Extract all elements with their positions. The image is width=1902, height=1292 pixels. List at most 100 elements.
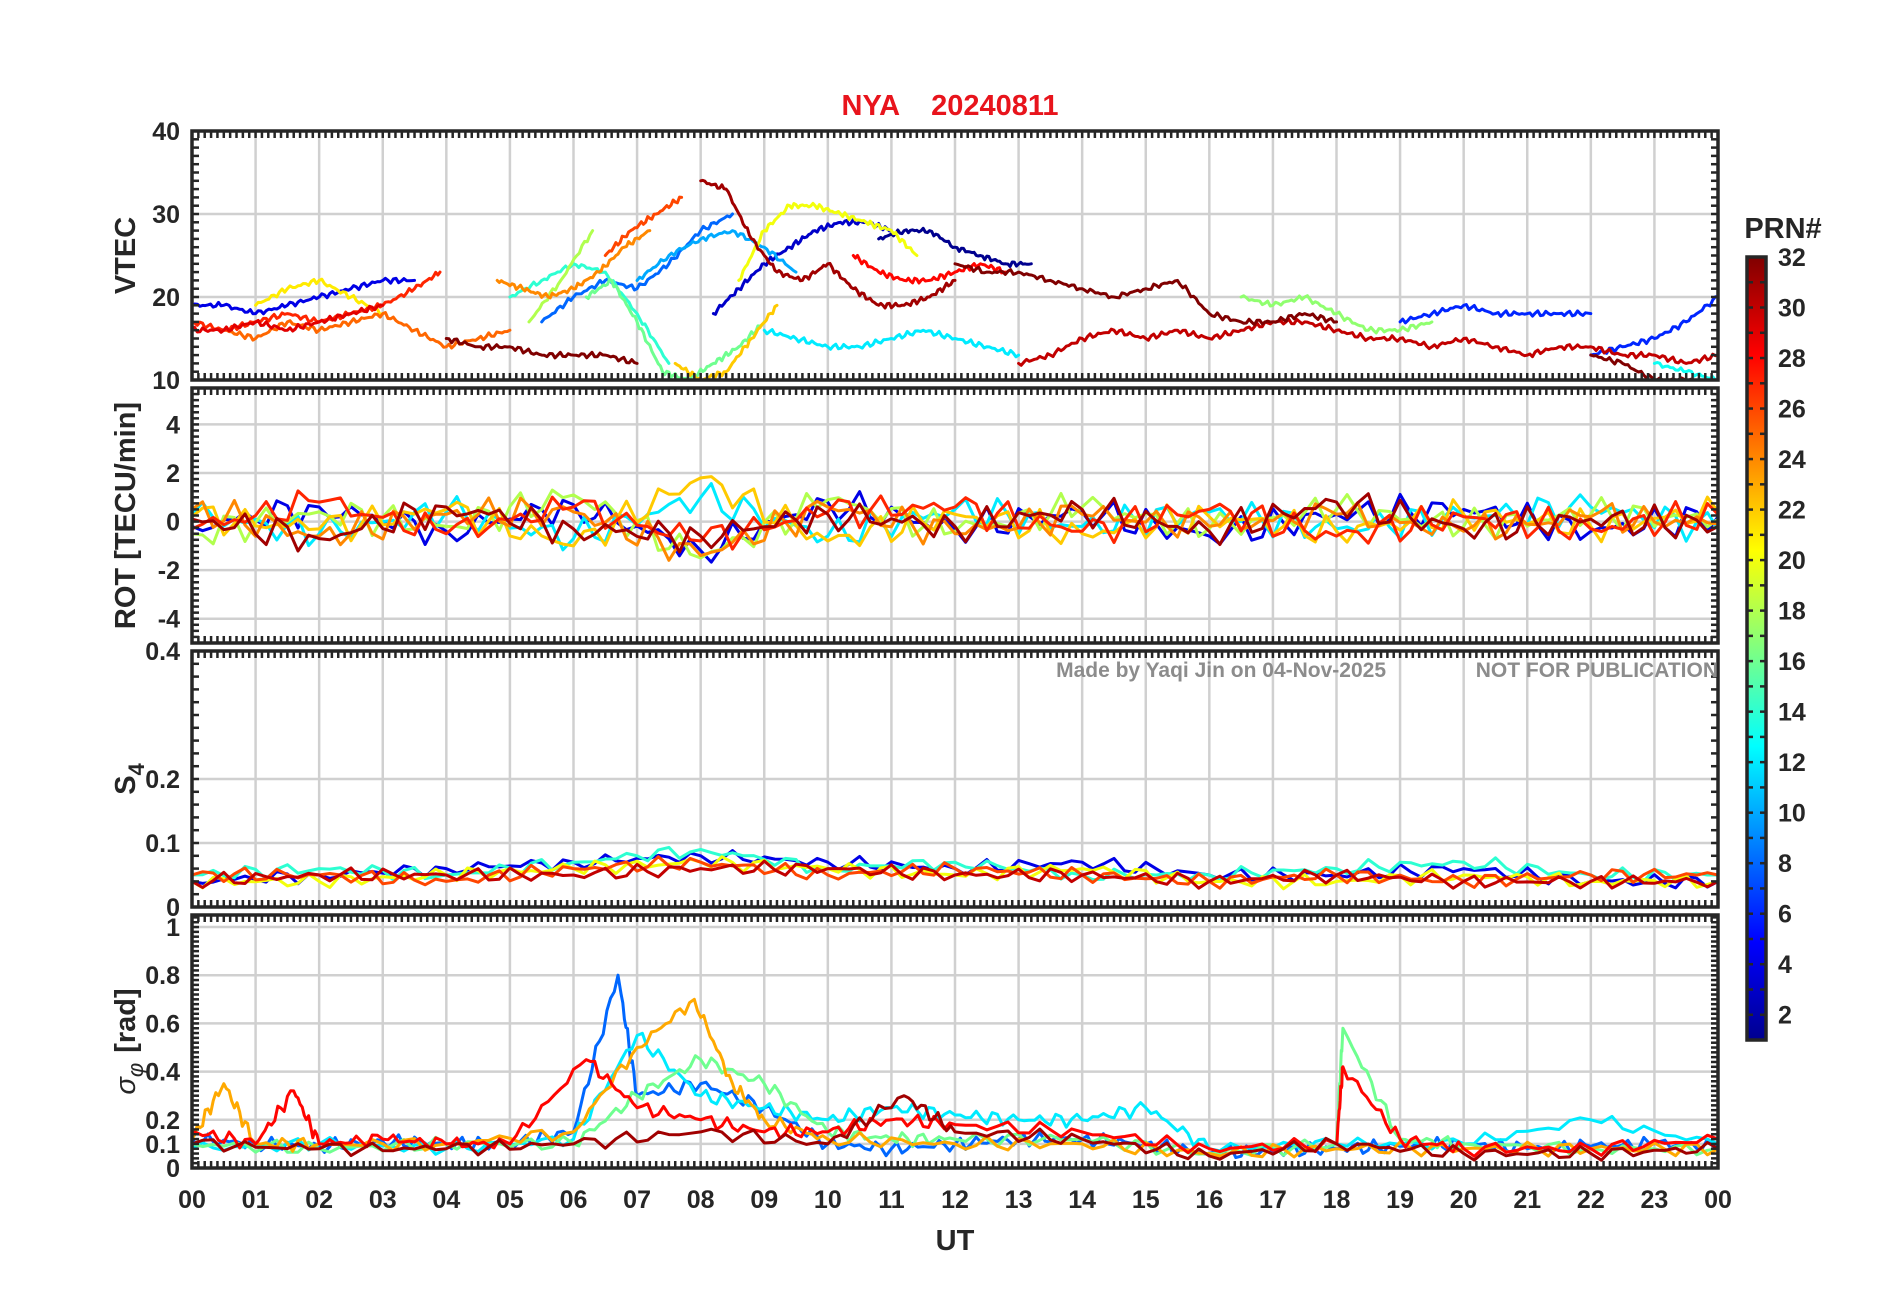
x-tick-label: 20 [1450,1186,1478,1214]
series-prn-12 [762,328,1021,359]
y-axis-label-vtec: VTEC [110,217,142,294]
y-tick-label: 40 [152,118,180,146]
series-prn-6 [1589,295,1718,357]
y-tick-label-top: 0.4 [145,638,180,666]
x-tick-label: 00 [1704,1186,1732,1214]
x-tick-label: 05 [496,1186,524,1214]
y-tick-label: 20 [152,284,180,312]
colorbar-tick-label: 2 [1778,1002,1792,1030]
panel-vtec: 10 20 30 40 VTEC [110,118,1720,395]
y-tick-label: -2 [158,557,180,585]
y-tick-label: 0.8 [145,962,180,990]
y-tick-label: 2 [166,460,180,488]
panel-sigma_phi: 00.10.2 0.4 0.6 0.8 1 σφ[rad] [110,913,1720,1183]
panel-vtec-grid [190,129,1720,382]
y-tick-label: 10 [152,367,180,395]
colorbar-tick-label: 14 [1778,699,1806,727]
series-prn-26 [603,195,684,257]
colorbar-gradient [1747,257,1766,1040]
series-prn-8 [540,212,734,324]
y-tick-label: 0 [166,1155,180,1183]
panel-rot-series [192,475,1718,564]
colorbar-frame [1745,255,1768,1042]
y-tick-label: 0.2 [145,1107,180,1135]
x-tick-label: 15 [1132,1186,1160,1214]
series-prn-30 [192,859,1718,890]
x-tick-label: 19 [1386,1186,1414,1214]
y-tick-label: 0 [166,894,180,922]
series-prn-28 [192,1058,1718,1158]
colorbar-tick-label: 18 [1778,598,1806,626]
x-tick-label: 17 [1259,1186,1287,1214]
colorbar-tick-label: 32 [1778,244,1806,272]
series-prn-31 [699,178,957,310]
x-tick-label: 18 [1323,1186,1351,1214]
series-prn-32 [1589,353,1717,380]
y-tick-label: 0.2 [145,766,180,794]
series-prn-1 [877,226,1033,268]
series-prn-31 [192,492,1718,554]
panel-rot: -4 -2 0 2 4 ROT [TECU/min] [110,386,1720,645]
series-prn-32 [953,262,1338,327]
y-tick-label: -4 [158,606,180,634]
colorbar-tick-label: 20 [1778,547,1806,575]
y-axis-label-sigma_phi: σφ[rad] [110,988,148,1094]
watermark-author: Made by Yaqi Jin on 04-Nov-2025 [1056,659,1386,682]
colorbar-tick-label: 30 [1778,295,1806,323]
series-prn-29 [192,303,385,334]
panel-sigma_phi-frame [190,913,1720,1170]
x-tick-label: 06 [560,1186,588,1214]
x-tick-label: 03 [369,1186,397,1214]
colorbar-tick-label: 28 [1778,345,1806,373]
series-prn-4 [192,276,416,316]
panel-s4-frame [190,649,1720,909]
x-tick-label: 04 [432,1186,460,1214]
series-prn-12 [192,1031,1718,1156]
colorbar-tick-label: 10 [1778,800,1806,828]
x-tick-label: 22 [1577,1186,1605,1214]
series-prn-22 [673,303,779,380]
x-tick-label: 23 [1641,1186,1669,1214]
y-axis-label-rot: ROT [TECU/min] [110,402,142,629]
title-station: NYA [842,90,901,122]
colorbar-tick-label: 12 [1778,749,1806,777]
series-prn-27 [192,489,1718,551]
panel-vtec-series [192,178,1718,380]
x-tick-label: 01 [242,1186,270,1214]
panel-rot-frame [190,386,1720,645]
x-axis: 00 01 02 03 04 05 06 07 08 09 10 11 12 13 14 15 16 17 18 19… [178,1186,1732,1214]
x-tick-label: 11 [878,1186,905,1214]
colorbar-tick-label: 16 [1778,648,1806,676]
x-tick-label: 16 [1195,1186,1223,1214]
colorbar-tick-label: 24 [1778,446,1806,474]
colorbar-label: PRN# [1744,213,1821,245]
series-prn-31 [192,1094,1718,1162]
series-prn-28 [851,253,1008,285]
x-tick-label: 07 [623,1186,651,1214]
colorbar-tick-label: 8 [1778,850,1792,878]
watermark-notice: NOT FOR PUBLICATION [1476,659,1718,682]
x-tick-label: 09 [750,1186,778,1214]
series-prn-18 [192,488,1718,560]
colorbar-tick-label: 22 [1778,497,1806,525]
x-tick-label: 12 [941,1186,969,1214]
x-tick-label: 14 [1068,1186,1096,1214]
panel-s4-series [192,845,1718,891]
y-tick-label: 0.1 [145,1131,180,1159]
series-prn-14 [508,262,671,365]
series-prn-30 [1017,317,1718,367]
y-tick-label: 4 [166,411,180,439]
y-tick-label: 0.4 [145,1059,180,1087]
x-tick-label: 13 [1005,1186,1033,1214]
series-prn-17 [1239,294,1434,335]
y-tick-label: 0.6 [145,1010,180,1038]
y-axis-label-s4: S4 [110,762,149,794]
series-prn-10 [635,229,798,282]
series-prn-20 [737,201,919,282]
panel-sigma_phi-series [192,973,1718,1162]
x-axis-label: UT [936,1225,975,1257]
title-date: 20240811 [931,90,1058,122]
y-tick-label: 0.1 [145,830,180,858]
